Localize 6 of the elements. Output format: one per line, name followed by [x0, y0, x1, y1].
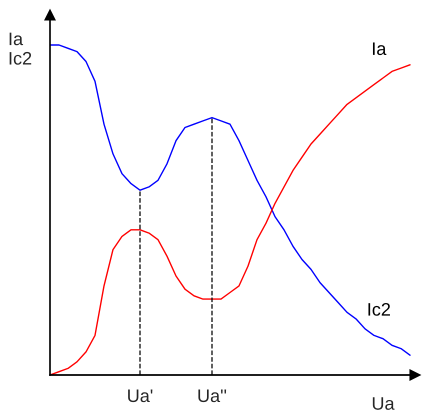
x-axis-title: Ua [372, 397, 395, 410]
x-tick-label: Ua' [128, 390, 152, 402]
x-tick-label: Ua'' [198, 390, 226, 402]
series-label: Ia [372, 42, 386, 56]
y-axis-title: Ia Ic2 [10, 32, 32, 65]
series-label: Ic2 [368, 302, 390, 316]
